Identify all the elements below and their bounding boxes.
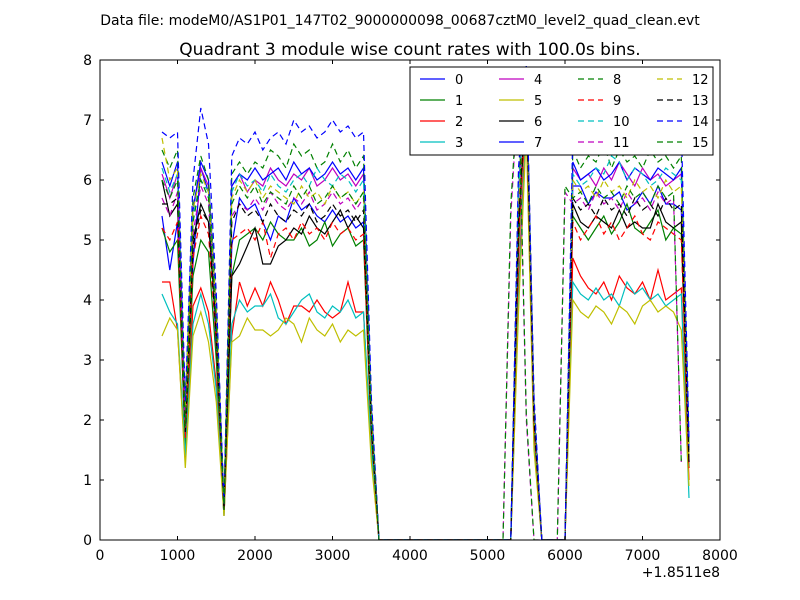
y-tick-label: 5: [83, 233, 92, 249]
x-tick-label: 2000: [237, 548, 273, 564]
axis-ticks: 0 1000 2000 3000 4000 5000 6000 7000 80000123456…: [83, 53, 738, 564]
x-tick-label: 3000: [315, 548, 351, 564]
x-tick-label: 0: [96, 548, 105, 564]
x-tick-label: 4000: [392, 548, 428, 564]
legend-label: 3: [455, 136, 463, 151]
series-line-14: [161, 65, 690, 540]
y-tick-label: 6: [83, 173, 92, 189]
legend-label: 11: [613, 136, 630, 151]
series-line-13: [162, 89, 690, 540]
y-tick-label: 7: [83, 113, 92, 129]
y-tick-label: 0: [83, 533, 92, 549]
series-line-12: [161, 83, 690, 540]
legend-label: 10: [613, 115, 630, 130]
figure-suptitle: Data file: modeM0/AS1P01_147T02_90000000…: [100, 13, 700, 29]
x-tick-label: 7000: [625, 548, 661, 564]
y-tick-label: 2: [83, 413, 92, 429]
y-tick-label: 3: [83, 353, 92, 369]
legend-label: 14: [692, 115, 709, 130]
legend-label: 13: [692, 94, 709, 109]
series-line-3: [161, 119, 690, 540]
series-line-5: [161, 131, 690, 540]
legend-label: 9: [613, 94, 621, 109]
legend-label: 7: [534, 136, 542, 151]
x-tick-label: 8000: [702, 548, 738, 564]
x-tick-label: 6000: [547, 548, 583, 564]
legend-label: 1: [455, 94, 463, 109]
x-tick-label: 1000: [160, 548, 196, 564]
chart-title: Quadrant 3 module wise count rates with …: [179, 40, 640, 60]
legend-label: 5: [534, 94, 542, 109]
series-layer: [161, 65, 690, 540]
legend-label: 6: [534, 115, 542, 130]
series-line-2: [162, 107, 690, 540]
series-line-9: [161, 89, 690, 540]
y-tick-label: 8: [83, 53, 92, 69]
series-line-15: [161, 83, 682, 540]
series-line-7: [161, 71, 690, 540]
legend-label: 12: [692, 73, 709, 88]
y-tick-label: 1: [83, 473, 92, 489]
series-line-0: [161, 83, 690, 540]
series-line-8: [161, 65, 690, 540]
legend-label: 15: [692, 136, 709, 151]
x-tick-label: 5000: [470, 548, 506, 564]
y-tick-label: 4: [83, 293, 92, 309]
legend-label: 2: [455, 115, 463, 130]
legend-label: 0: [455, 73, 463, 88]
x-offset-label: +1.8511e8: [642, 565, 720, 581]
series-line-6: [161, 89, 690, 540]
legend-label: 4: [534, 73, 542, 88]
legend-box: [409, 66, 714, 156]
legend-label: 8: [613, 73, 621, 88]
